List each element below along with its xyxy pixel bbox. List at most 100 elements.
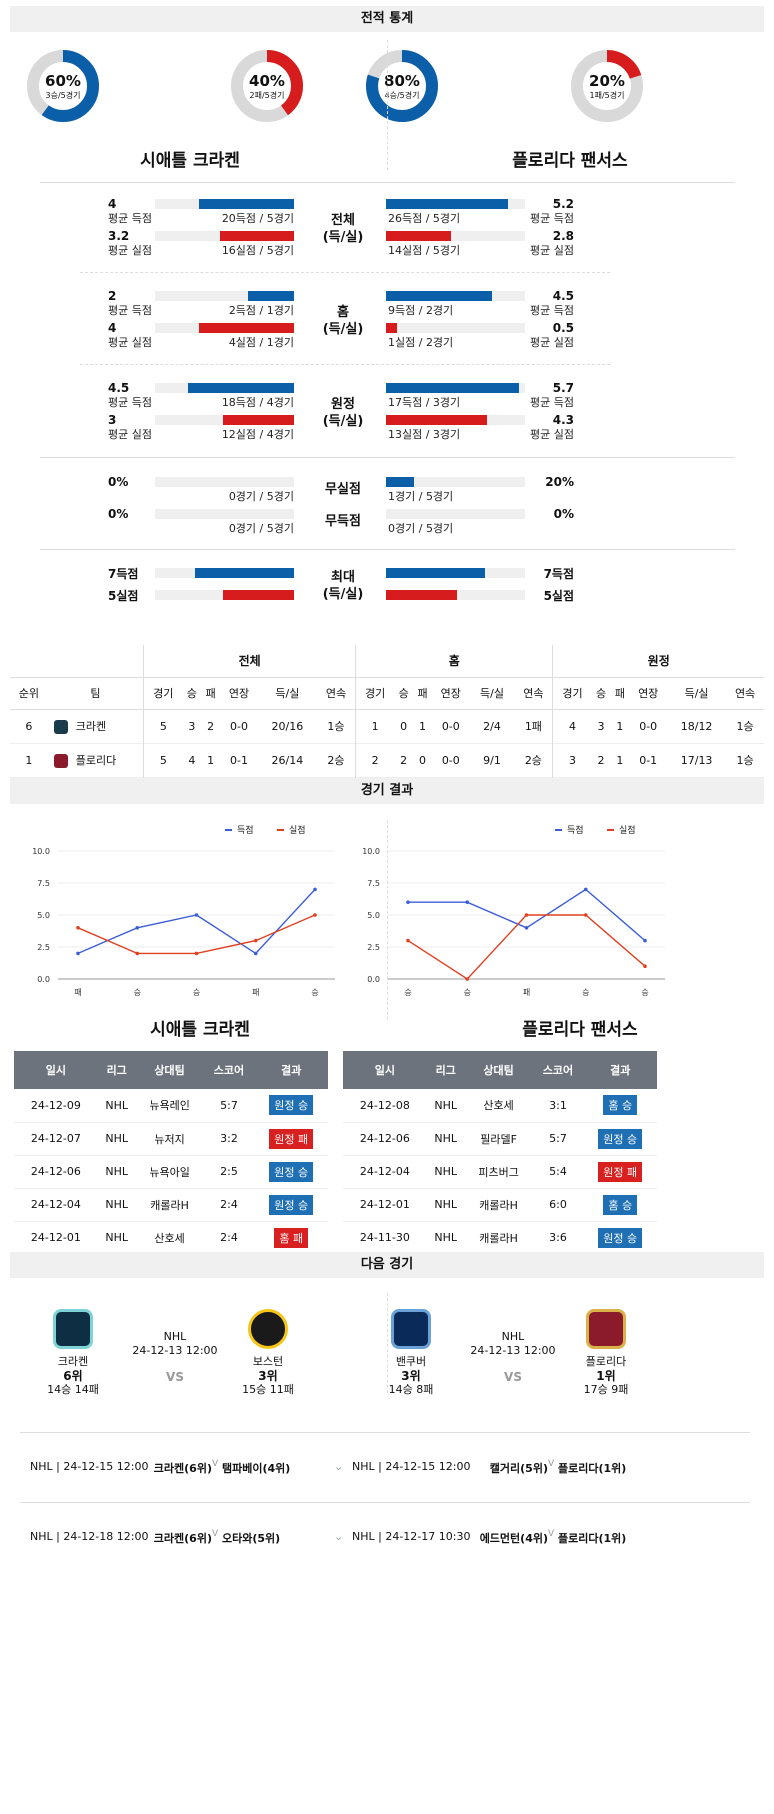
standings-col-header: 연장 bbox=[228, 687, 250, 700]
left-bar-fill bbox=[199, 323, 294, 333]
left-bar-fill bbox=[195, 568, 294, 578]
next-match-card[interactable]: 밴쿠버 3위 14승 8패 플로리다 1위 17승 9패 NHL 24-12-13 12:00… bbox=[368, 1305, 668, 1405]
next-team-rank: 6위 bbox=[63, 1369, 83, 1383]
result-badge: 홈 승 bbox=[603, 1095, 638, 1116]
x-tick-label: 승 bbox=[582, 988, 589, 997]
results-cell: 원정 패 bbox=[583, 1155, 657, 1189]
result-badge: 원정 승 bbox=[598, 1227, 643, 1248]
standings-col-header: 경기 bbox=[552, 677, 592, 709]
standings-col-header: 연장 bbox=[638, 687, 659, 700]
right-value: 2.8 bbox=[552, 229, 574, 243]
standings-cell: 1승 bbox=[736, 754, 754, 767]
results-cell: 원정 패 bbox=[254, 1122, 328, 1156]
results-cell: NHL bbox=[97, 1122, 136, 1156]
results-row[interactable]: 24-12-04 NHL 캐롤라H 2:4 원정 승 bbox=[14, 1188, 328, 1222]
right-detail: 1경기 / 5경기 bbox=[388, 490, 454, 503]
results-row[interactable]: 24-12-09 NHL 뉴욕레인 5:7 원정 승 bbox=[14, 1089, 328, 1123]
next-match-card[interactable]: 크라켄 6위 14승 14패 보스턴 3위 15승 11패 NHL 24-12-13 12:0… bbox=[30, 1305, 330, 1405]
right-detail: 0경기 / 5경기 bbox=[388, 522, 454, 535]
right-value: 4.3 bbox=[552, 413, 574, 427]
left-detail: 4실점 / 1경기 bbox=[228, 336, 294, 349]
results-row[interactable]: 24-12-07 NHL 뉴저지 3:2 원정 패 bbox=[14, 1122, 328, 1156]
next-team-name: 플로리다 bbox=[585, 1355, 627, 1368]
results-cell: 뉴욕아일 bbox=[135, 1155, 204, 1189]
standings-col-header: 연속 bbox=[734, 687, 756, 700]
results-cell: 24-11-30 bbox=[343, 1221, 427, 1255]
standings-col-header: 득/실 bbox=[275, 687, 300, 700]
legend-label: 실점 bbox=[289, 824, 306, 836]
chevron-down-icon[interactable]: ⌄ bbox=[334, 1460, 344, 1473]
results-cell: NHL bbox=[426, 1122, 465, 1156]
results-col-header: 결과 bbox=[254, 1051, 328, 1089]
results-line-chart: 0.0 2.5 5.0 7.5 10.0 승 승 패 승 승 득점 실점 bbox=[350, 812, 680, 997]
right-bar-fill bbox=[386, 323, 397, 333]
series-line bbox=[77, 914, 316, 955]
results-away-title: 플로리다 팬서스 bbox=[522, 1020, 638, 1040]
left-bar-track bbox=[155, 291, 294, 301]
legend-label: 득점 bbox=[237, 824, 254, 836]
results-row[interactable]: 24-12-06 NHL 필라델F 5:7 원정 승 bbox=[343, 1122, 657, 1156]
upcoming-row[interactable]: NHL | 24-12-18 12:00 크라켄(6위) V 오타와(5위) ⌄ NHL … bbox=[0, 1529, 774, 1550]
left-bar-fill bbox=[223, 590, 294, 600]
upcoming-row[interactable]: NHL | 24-12-15 12:00 크라켄(6위) V 탬파베이(4위) ⌄ NHL… bbox=[0, 1459, 774, 1480]
chevron-down-icon[interactable]: ⌄ bbox=[334, 1530, 344, 1543]
results-table: 일시 리그 상대팀 스코어 결과 24-12-08 NHL 산호세 3:1 홈 승 24-12-06… bbox=[343, 1051, 657, 1255]
results-row[interactable]: 24-12-08 NHL 산호세 3:1 홈 승 bbox=[343, 1089, 657, 1123]
left-bar-fill bbox=[248, 291, 294, 301]
series-point bbox=[583, 913, 588, 917]
left-label: 평균 실점 bbox=[108, 244, 152, 257]
results-cell: NHL bbox=[97, 1188, 136, 1222]
donut-percent: 80% bbox=[384, 72, 420, 90]
results-row[interactable]: 24-12-06 NHL 뉴욕아일 2:5 원정 승 bbox=[14, 1155, 328, 1189]
standings-cell: 5 bbox=[143, 743, 183, 777]
compare-group-label: 전체 (득/실) bbox=[303, 212, 383, 246]
results-col-header: 스코어 bbox=[203, 1051, 255, 1089]
left-value: 7득점 bbox=[108, 567, 139, 581]
results-cell: NHL bbox=[426, 1188, 465, 1222]
standings-cell: 6 bbox=[25, 719, 33, 733]
results-cell: 산호세 bbox=[464, 1089, 533, 1123]
left-label: 평균 실점 bbox=[108, 428, 152, 441]
results-row[interactable]: 24-11-30 NHL 캐롤라H 3:6 원정 승 bbox=[343, 1221, 657, 1255]
standings-col-header: 패 bbox=[614, 687, 625, 700]
results-row[interactable]: 24-12-04 NHL 피츠버그 5:4 원정 패 bbox=[343, 1155, 657, 1189]
results-cell: 24-12-08 bbox=[343, 1089, 427, 1123]
standings-row[interactable]: 6 크라켄 5 3 2 0-0 20/16 1승 1 0 1 0-0 2/4 1패 4 3 1 0-0 18/12 1… bbox=[10, 709, 764, 743]
standings-cell: 20/16 bbox=[271, 719, 304, 733]
group-sub: (득/실) bbox=[322, 322, 364, 337]
x-tick-label: 승 bbox=[134, 988, 141, 997]
right-bar-fill bbox=[386, 415, 487, 425]
right-value: 7득점 bbox=[543, 567, 574, 581]
standings-row[interactable]: 1 플로리다 5 4 1 0-1 26/14 2승 2 2 0 0-0 9/1 2승 3 2 1 0-1 17/13… bbox=[10, 743, 764, 777]
results-row[interactable]: 24-12-01 NHL 캐롤라H 6:0 홈 승 bbox=[343, 1188, 657, 1222]
upcoming-left-team2: 탬파베이(4위) bbox=[222, 1462, 291, 1475]
series-point bbox=[194, 951, 199, 956]
standings-cell: 4 bbox=[188, 753, 196, 767]
upcoming-right-team2: 플로리다(1위) bbox=[558, 1532, 627, 1545]
series-point bbox=[406, 938, 410, 943]
standings-col-header: 경기 bbox=[143, 677, 183, 709]
upcoming-left-meta: NHL | 24-12-15 12:00 bbox=[30, 1460, 149, 1473]
results-cell: NHL bbox=[97, 1089, 136, 1123]
results-cell: 3:2 bbox=[203, 1122, 255, 1156]
next-datetime: 24-12-13 12:00 bbox=[470, 1344, 556, 1357]
standings-cell: 1승 bbox=[327, 720, 345, 733]
results-cell: 뉴저지 bbox=[135, 1122, 204, 1156]
record-donut: 80% 4승/5경기 bbox=[366, 50, 438, 122]
results-cell: 2:5 bbox=[203, 1155, 255, 1189]
left-value: 5실점 bbox=[108, 589, 139, 603]
right-detail: 26득점 / 5경기 bbox=[388, 212, 461, 225]
upcoming-left-team1: 크라켄(6위) bbox=[153, 1462, 212, 1475]
standings-cell: 3 bbox=[552, 743, 592, 777]
x-tick-label: 승 bbox=[404, 988, 411, 997]
standings-cell: 0-0 bbox=[441, 753, 460, 767]
left-bar-track bbox=[155, 477, 294, 487]
group-title: 최대 bbox=[331, 570, 355, 585]
donut-percent: 40% bbox=[249, 72, 285, 90]
right-bar-fill bbox=[386, 477, 414, 487]
results-row[interactable]: 24-12-01 NHL 산호세 2:4 홈 패 bbox=[14, 1221, 328, 1255]
result-badge: 원정 패 bbox=[598, 1161, 643, 1182]
results-cell: 24-12-06 bbox=[14, 1155, 98, 1189]
standings-cell: 0 bbox=[400, 719, 408, 733]
results-cell: 홈 승 bbox=[583, 1188, 657, 1222]
